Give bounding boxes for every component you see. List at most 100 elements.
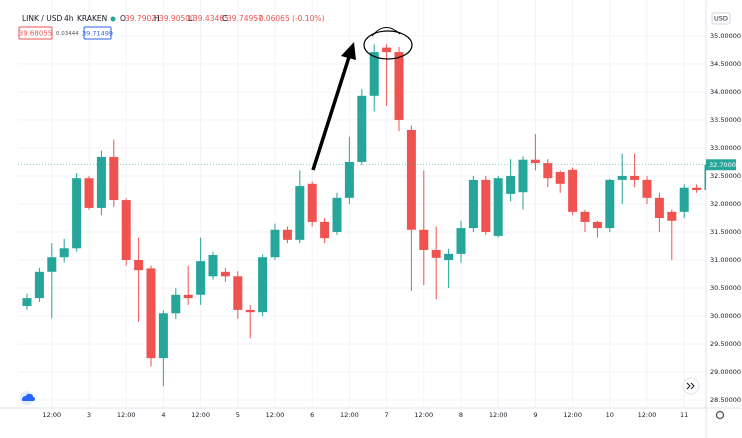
y-tick-label: 34.50000 <box>710 60 741 68</box>
change: -0.06065 (-0.10%) <box>256 14 325 23</box>
x-tick-label: 12:00 <box>340 411 359 419</box>
x-tick-label: 12:00 <box>117 411 136 419</box>
x-tick-label: 5 <box>236 411 240 419</box>
last-price-label: 32.70000 <box>709 161 740 169</box>
candle-body <box>121 200 131 261</box>
candle-body <box>530 159 540 164</box>
candle-body <box>72 178 82 249</box>
candle-body <box>84 178 94 208</box>
arrow-head <box>341 42 356 60</box>
x-tick-label: 4 <box>161 411 165 419</box>
candle-body <box>282 229 292 240</box>
ohlc-key: O <box>120 14 126 23</box>
candle-body <box>468 179 478 229</box>
candle-body <box>196 261 206 295</box>
y-tick-label: 34.00000 <box>710 88 741 96</box>
candle-body <box>605 179 615 229</box>
x-tick-label: 12:00 <box>489 411 508 419</box>
ohlc-value: 39.43465 <box>193 14 229 23</box>
x-tick-label: 11 <box>680 411 688 419</box>
y-tick-label: 31.00000 <box>710 256 741 264</box>
candle-body <box>592 221 602 229</box>
candle-body <box>493 178 503 236</box>
candle-body <box>555 172 565 184</box>
x-tick-label: 9 <box>533 411 537 419</box>
arrow-shaft <box>311 56 351 171</box>
symbol: LINK / USD <box>22 14 62 23</box>
candle-body <box>444 253 454 261</box>
candle-body <box>344 161 354 198</box>
candle-body <box>692 187 702 190</box>
candle-body <box>332 197 342 233</box>
candle-body <box>667 211 677 221</box>
candle-body <box>431 249 441 258</box>
candle-body <box>679 187 689 212</box>
candle-body <box>233 276 243 310</box>
candle-body <box>220 271 230 277</box>
y-tick-label: 33.00000 <box>710 144 741 152</box>
candle-body <box>208 254 218 277</box>
x-tick-label: 10 <box>606 411 614 419</box>
candle-body <box>47 257 57 272</box>
candle-body <box>34 271 44 299</box>
ohlc-value: 39.79021 <box>125 14 161 23</box>
scroll-button[interactable] <box>682 377 700 395</box>
settings-icon[interactable] <box>715 410 725 420</box>
x-tick-label: 8 <box>459 411 463 419</box>
candle-body <box>642 179 652 198</box>
candle-body <box>307 183 317 222</box>
currency: USD <box>714 15 728 23</box>
candle-body <box>320 221 330 239</box>
candle-body <box>158 313 168 359</box>
candle-body <box>245 309 255 313</box>
candle-body <box>406 130 416 230</box>
spread: 0.03444 <box>56 31 79 37</box>
y-tick-label: 32.00000 <box>710 200 741 208</box>
ohlc-key: C <box>222 14 227 23</box>
exchange: KRAKEN <box>77 14 107 23</box>
ohlc-key: L <box>188 14 193 23</box>
candle-body <box>518 159 528 193</box>
y-tick-label: 32.50000 <box>710 172 741 180</box>
candle-body <box>630 175 640 180</box>
x-tick-label: 7 <box>385 411 389 419</box>
ask: 39.71499 <box>82 30 113 38</box>
x-tick-label: 12:00 <box>266 411 285 419</box>
bid: 39.68055 <box>19 30 52 38</box>
candle-body <box>183 294 193 299</box>
candle-body <box>258 257 268 313</box>
candle-body <box>295 186 305 240</box>
candle-body <box>357 95 367 162</box>
currency-box <box>711 12 731 25</box>
y-tick-label: 35.00000 <box>710 32 741 40</box>
candle-body <box>543 163 553 179</box>
y-tick-label: 29.50000 <box>710 340 741 348</box>
x-tick-label: 12:00 <box>191 411 210 419</box>
candle-body <box>456 228 466 254</box>
y-tick-label: 31.50000 <box>710 228 741 236</box>
x-tick-label: 3 <box>87 411 91 419</box>
candle-body <box>369 52 379 96</box>
candle-body <box>580 211 590 222</box>
ohlc-value: 39.90500 <box>159 14 195 23</box>
ohlc-value: 39.74957 <box>227 14 263 23</box>
candle-body <box>171 294 181 314</box>
bid-box <box>18 26 53 40</box>
x-tick-label: 12:00 <box>42 411 61 419</box>
candle-body <box>59 248 69 258</box>
circle-annotation <box>363 30 413 60</box>
last-price-box <box>706 159 736 171</box>
candle-body <box>704 164 706 190</box>
status-dot <box>110 16 116 22</box>
candle-body <box>146 268 156 359</box>
circle-stroke <box>371 27 401 37</box>
x-tick-label: 12:00 <box>638 411 657 419</box>
candle-body <box>382 47 392 53</box>
y-tick-label: 33.50000 <box>710 116 741 124</box>
interval: 4h <box>64 14 74 23</box>
labels: 28.50000 29.00000 29.50000 30.00000 30.50000… <box>18 32 741 419</box>
y-tick-label: 28.50000 <box>710 396 741 404</box>
candles <box>22 44 706 387</box>
